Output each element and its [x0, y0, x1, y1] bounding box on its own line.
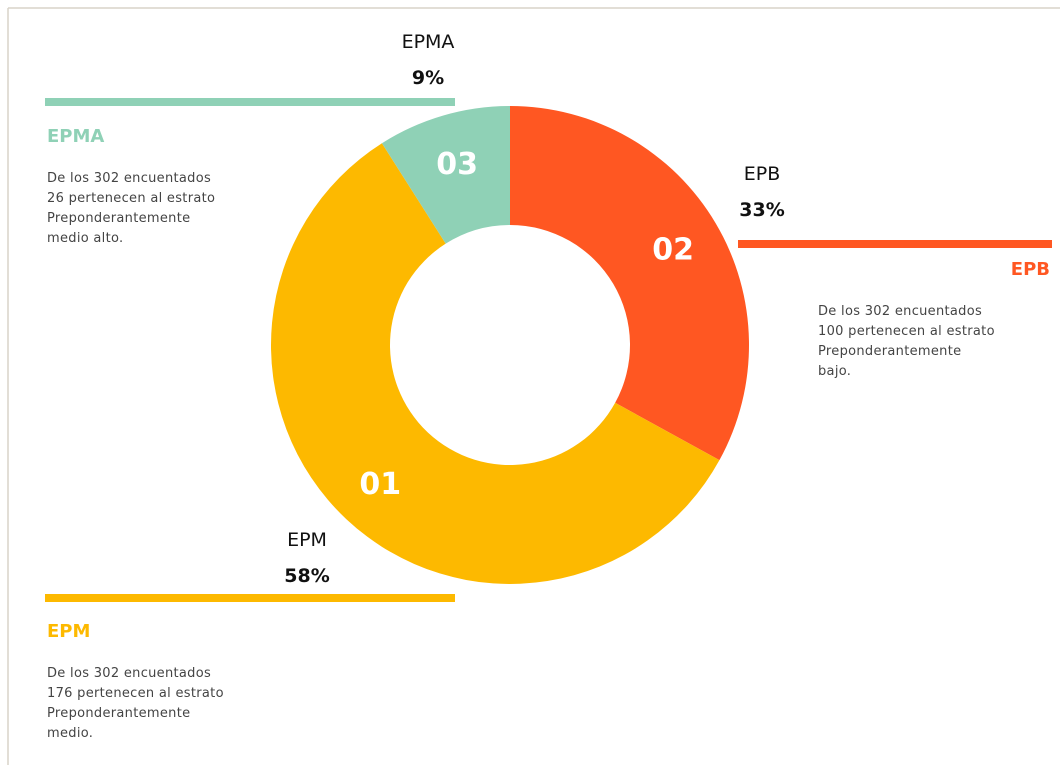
percent-label: 9% — [412, 67, 444, 89]
segment-number: 03 — [436, 147, 478, 182]
callout-title: EPMA — [47, 126, 104, 147]
callout-text: 176 pertenecen al estrato — [47, 686, 224, 701]
category-label: EPM — [287, 529, 327, 551]
callout-text: 100 pertenecen al estrato — [818, 324, 995, 339]
callout-text: bajo. — [818, 364, 851, 379]
callout-text: Preponderantemente — [47, 706, 190, 721]
percent-label: 33% — [739, 199, 784, 221]
callout-text: 26 pertenecen al estrato — [47, 191, 215, 206]
donut-segment — [270, 143, 720, 585]
callout-text: De los 302 encuentados — [47, 666, 211, 681]
callout-title: EPB — [1011, 259, 1050, 280]
segment-number: 01 — [359, 467, 401, 502]
callout-text: medio. — [47, 726, 93, 741]
callout-bar — [738, 240, 1052, 248]
callout-text: Preponderantemente — [47, 211, 190, 226]
donut-segment — [381, 106, 510, 244]
callout-bar — [45, 594, 455, 602]
category-label: EPMA — [402, 31, 455, 53]
category-label: EPB — [744, 163, 781, 185]
callout-text: medio alto. — [47, 231, 123, 246]
percent-label: 58% — [284, 565, 329, 587]
callout-text: De los 302 encuentados — [47, 171, 211, 186]
callout-title: EPM — [47, 621, 90, 642]
donut-segment — [510, 106, 750, 461]
callout-bar — [45, 98, 455, 106]
callout-text: Preponderantemente — [818, 344, 961, 359]
segment-number: 02 — [652, 233, 694, 268]
callout-text: De los 302 encuentados — [818, 304, 982, 319]
